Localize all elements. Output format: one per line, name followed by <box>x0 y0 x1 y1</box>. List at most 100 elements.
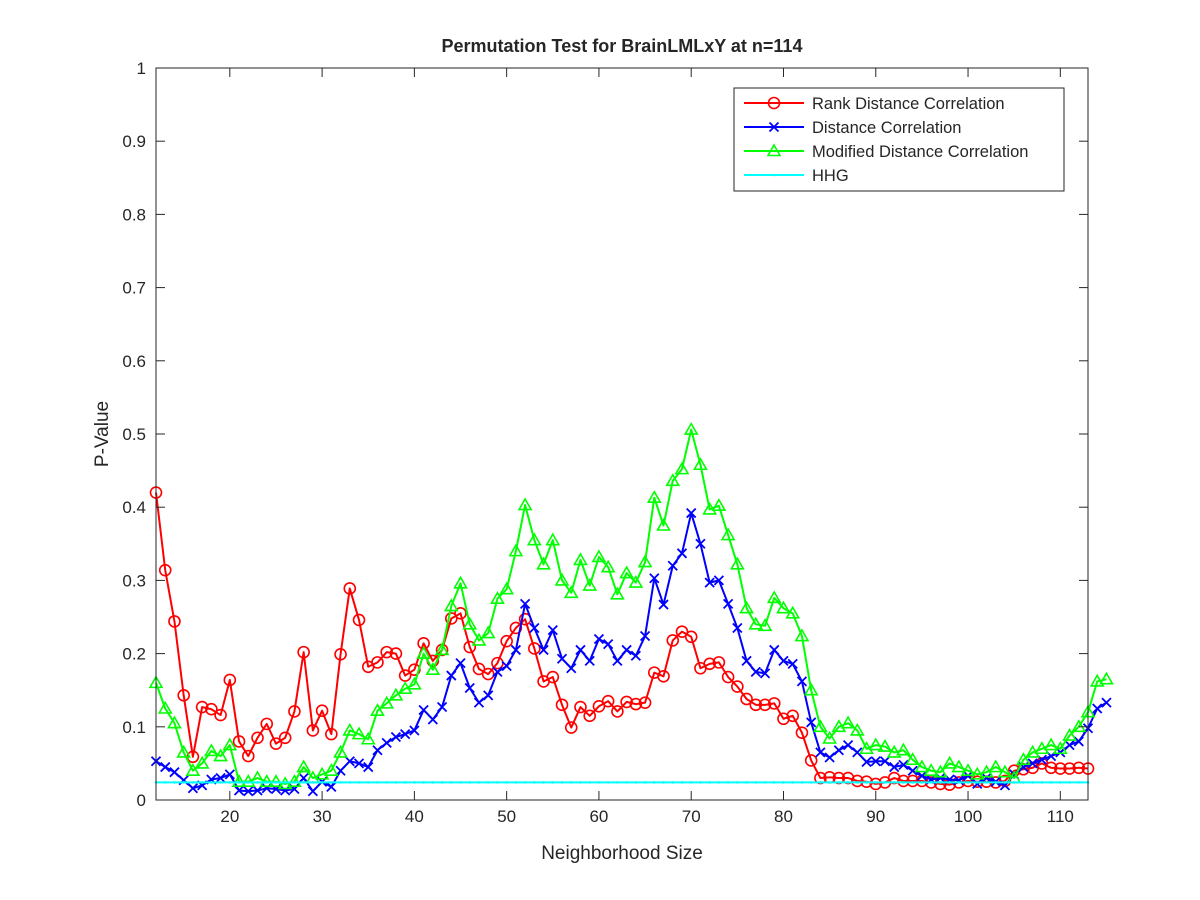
data-point-rank-distance-correlation <box>454 607 467 620</box>
data-point-modified-distance-correlation <box>674 461 690 475</box>
data-point-hhg <box>1031 781 1034 784</box>
data-point-hhg <box>597 781 601 784</box>
data-point-rank-distance-correlation <box>371 656 384 669</box>
data-point-modified-distance-correlation <box>480 625 496 639</box>
data-point-hhg <box>163 781 167 784</box>
data-point-modified-distance-correlation <box>406 676 422 690</box>
data-point-hhg <box>394 781 398 784</box>
data-point-hhg <box>459 781 462 784</box>
data-point-rank-distance-correlation <box>666 634 680 647</box>
data-point-modified-distance-correlation <box>342 722 358 736</box>
data-point-hhg <box>680 781 684 784</box>
data-point-distance-correlation <box>187 783 199 794</box>
data-point-modified-distance-correlation <box>545 532 561 546</box>
data-point-modified-distance-correlation <box>333 744 348 758</box>
data-point-hhg <box>865 781 868 784</box>
data-point-distance-correlation <box>603 638 614 650</box>
data-point-distance-correlation <box>1064 739 1075 751</box>
data-point-rank-distance-correlation <box>851 774 864 788</box>
data-point-hhg <box>514 781 518 784</box>
legend-marker <box>768 121 780 133</box>
data-point-hhg <box>357 781 361 784</box>
y-tick-label: 1 <box>137 59 146 78</box>
data-point-distance-correlation <box>519 598 531 609</box>
data-point-hhg <box>892 781 896 784</box>
data-point-hhg <box>957 781 961 784</box>
data-point-modified-distance-correlation <box>757 618 773 632</box>
data-point-hhg <box>237 781 241 784</box>
data-point-distance-correlation <box>436 701 448 713</box>
data-point-hhg <box>819 781 822 784</box>
data-point-hhg <box>265 781 269 784</box>
data-point-rank-distance-correlation <box>767 697 781 710</box>
data-point-modified-distance-correlation <box>868 737 884 751</box>
data-point-rank-distance-correlation <box>601 694 615 708</box>
x-tick-label: 20 <box>220 807 239 826</box>
data-point-hhg <box>606 781 610 784</box>
data-point-hhg <box>883 781 887 784</box>
data-point-modified-distance-correlation <box>997 764 1013 778</box>
data-point-distance-correlation <box>649 573 660 584</box>
data-point-rank-distance-correlation <box>352 613 366 627</box>
data-point-distance-correlation <box>584 655 595 667</box>
data-point-distance-correlation <box>879 756 891 767</box>
data-point-modified-distance-correlation <box>905 752 921 766</box>
y-tick-label: 0.3 <box>122 571 146 590</box>
y-tick-label: 0.7 <box>122 279 146 298</box>
data-point-rank-distance-correlation <box>528 642 541 655</box>
data-point-hhg <box>1059 781 1062 784</box>
data-point-distance-correlation <box>529 622 540 634</box>
data-point-hhg <box>569 781 573 784</box>
data-point-modified-distance-correlation <box>785 605 801 619</box>
data-point-hhg <box>643 781 647 784</box>
data-point-hhg <box>699 781 702 784</box>
legend: Rank Distance Correlation Distance Correl… <box>733 87 1065 192</box>
data-point-hhg <box>634 781 638 784</box>
data-point-distance-correlation <box>981 772 992 784</box>
data-point-modified-distance-correlation <box>167 715 182 729</box>
data-point-modified-distance-correlation <box>859 741 874 755</box>
data-point-hhg <box>413 781 416 784</box>
data-point-modified-distance-correlation <box>914 759 930 773</box>
data-point-distance-correlation <box>815 747 826 758</box>
data-point-distance-correlation <box>215 772 226 784</box>
data-point-hhg <box>837 781 841 784</box>
data-point-modified-distance-correlation <box>222 737 238 751</box>
data-point-hhg <box>348 781 352 784</box>
data-point-distance-correlation <box>759 668 771 679</box>
data-point-distance-correlation <box>612 655 623 667</box>
data-point-rank-distance-correlation <box>306 724 320 737</box>
data-point-distance-correlation <box>750 666 761 678</box>
data-point-hhg <box>1012 781 1016 784</box>
data-point-modified-distance-correlation <box>573 552 588 566</box>
data-point-distance-correlation <box>695 538 706 549</box>
data-point-modified-distance-correlation <box>259 774 275 787</box>
data-point-modified-distance-correlation <box>803 682 819 696</box>
data-point-hhg <box>533 781 536 784</box>
x-tick-label: 100 <box>954 807 982 826</box>
data-point-distance-correlation <box>169 767 180 778</box>
legend-label: Modified Distance Correlation <box>812 143 1028 161</box>
x-tick-label: 60 <box>589 807 608 826</box>
legend-label: HHG <box>812 167 849 185</box>
data-point-hhg <box>652 781 656 784</box>
data-point-rank-distance-correlation <box>251 731 264 745</box>
x-tick-label: 50 <box>497 807 516 826</box>
data-point-distance-correlation <box>630 650 641 661</box>
data-point-distance-correlation <box>335 765 346 776</box>
y-tick-label: 0.1 <box>122 718 146 737</box>
data-point-rank-distance-correlation <box>1072 761 1086 775</box>
data-point-modified-distance-correlation <box>693 457 708 471</box>
x-tick-label: 110 <box>1047 807 1074 826</box>
data-point-hhg <box>320 781 324 784</box>
x-tick-label: 30 <box>313 807 332 826</box>
data-point-distance-correlation <box>363 761 374 773</box>
data-point-modified-distance-correlation <box>637 554 653 568</box>
data-point-rank-distance-correlation <box>684 630 698 644</box>
data-point-distance-correlation <box>907 765 918 776</box>
legend-marker <box>766 143 782 157</box>
data-point-modified-distance-correlation <box>157 700 173 714</box>
data-point-modified-distance-correlation <box>877 738 893 752</box>
data-point-distance-correlation <box>870 756 881 767</box>
data-point-distance-correlation <box>842 739 854 751</box>
